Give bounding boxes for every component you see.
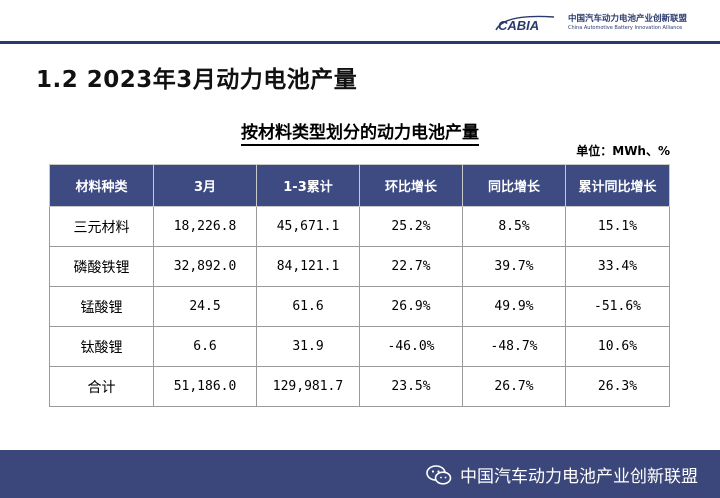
- production-table: 材料种类 3月 1-3累计 环比增长 同比增长 累计同比增长 三元材料 18,2…: [49, 164, 670, 407]
- cabia-logo-mark: CABIA: [495, 15, 555, 33]
- table-cell: 33.4%: [565, 246, 670, 287]
- slide-title: 1.2 2023年3月动力电池产量: [36, 67, 358, 93]
- table-cell: 26.9%: [359, 286, 463, 327]
- table-title: 按材料类型划分的动力电池产量: [0, 118, 720, 146]
- table-cell: 31.9: [256, 326, 360, 367]
- wechat-icon: [426, 464, 452, 485]
- table-cell: 磷酸铁锂: [49, 246, 154, 287]
- table-cell: 45,671.1: [256, 206, 360, 247]
- column-header: 累计同比增长: [565, 164, 670, 207]
- logo-name-cn: 中国汽车动力电池产业创新联盟: [568, 14, 688, 25]
- table-row: 合计 51,186.0 129,981.7 23.5% 26.7% 26.3%: [49, 366, 670, 407]
- logo-name-en: China Automotive Battery Innovation Alli…: [568, 24, 683, 31]
- unit-label: 单位：MWh、%: [576, 144, 670, 158]
- table-cell: 25.2%: [359, 206, 463, 247]
- column-header: 1-3累计: [256, 164, 360, 207]
- table-cell: -48.7%: [462, 326, 566, 367]
- table-cell: -51.6%: [565, 286, 670, 327]
- table-cell: 合计: [49, 366, 154, 407]
- header-divider: [0, 41, 720, 44]
- table-cell: 三元材料: [49, 206, 154, 247]
- table-row: 磷酸铁锂 32,892.0 84,121.1 22.7% 39.7% 33.4%: [49, 246, 670, 287]
- table-cell: 51,186.0: [153, 366, 257, 407]
- cabia-logo: CABIA 中国汽车动力电池产业创新联盟 China Automotive Ba…: [494, 12, 687, 34]
- table-row: 锰酸锂 24.5 61.6 26.9% 49.9% -51.6%: [49, 286, 670, 327]
- table-cell: 10.6%: [565, 326, 670, 367]
- footer-bar: 中国汽车动力电池产业创新联盟: [0, 450, 720, 498]
- table-cell: 15.1%: [565, 206, 670, 247]
- column-header: 环比增长: [359, 164, 463, 207]
- table-cell: 24.5: [153, 286, 257, 327]
- table-cell: 22.7%: [359, 246, 463, 287]
- table-cell: 129,981.7: [256, 366, 360, 407]
- table-cell: 61.6: [256, 286, 360, 327]
- table-cell: 23.5%: [359, 366, 463, 407]
- table-cell: 84,121.1: [256, 246, 360, 287]
- footer-brand: 中国汽车动力电池产业创新联盟: [426, 462, 698, 487]
- table-cell: 钛酸锂: [49, 326, 154, 367]
- table-cell: 32,892.0: [153, 246, 257, 287]
- table-cell: 49.9%: [462, 286, 566, 327]
- table-title-text: 按材料类型划分的动力电池产量: [241, 123, 479, 146]
- table-cell: 18,226.8: [153, 206, 257, 247]
- table-cell: -46.0%: [359, 326, 463, 367]
- column-header: 同比增长: [462, 164, 566, 207]
- table-cell: 6.6: [153, 326, 257, 367]
- table-header-row: 材料种类 3月 1-3累计 环比增长 同比增长 累计同比增长: [49, 164, 670, 207]
- logo-text: 中国汽车动力电池产业创新联盟 China Automotive Battery …: [568, 15, 687, 31]
- header-bar: [0, 0, 720, 42]
- logo-mark-text: CABIA: [498, 18, 539, 33]
- column-header: 3月: [153, 164, 257, 207]
- table-cell: 26.7%: [462, 366, 566, 407]
- table-row: 钛酸锂 6.6 31.9 -46.0% -48.7% 10.6%: [49, 326, 670, 367]
- table-cell: 8.5%: [462, 206, 566, 247]
- table-cell: 锰酸锂: [49, 286, 154, 327]
- table-row: 三元材料 18,226.8 45,671.1 25.2% 8.5% 15.1%: [49, 206, 670, 247]
- table-cell: 39.7%: [462, 246, 566, 287]
- table-cell: 26.3%: [565, 366, 670, 407]
- footer-text: 中国汽车动力电池产业创新联盟: [460, 467, 698, 487]
- column-header: 材料种类: [49, 164, 154, 207]
